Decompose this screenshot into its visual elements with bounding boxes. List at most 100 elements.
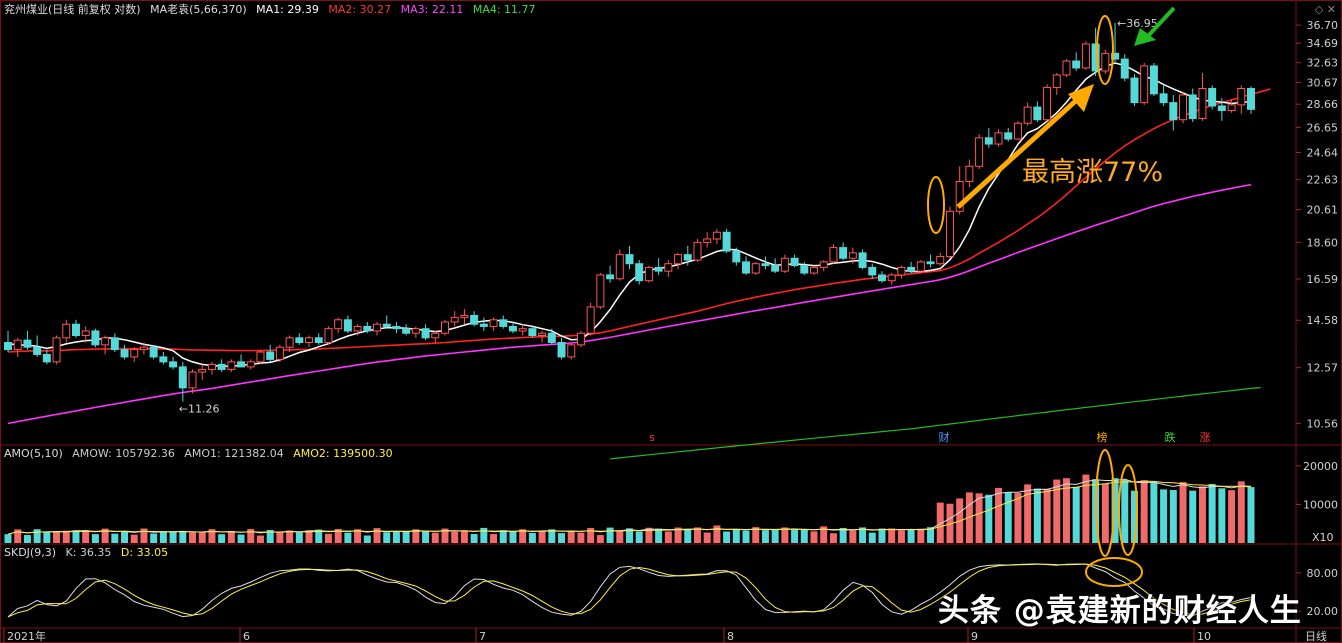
candle	[1198, 72, 1207, 121]
price-tick-label: 22.63	[1307, 174, 1339, 187]
amo-bar	[839, 527, 847, 543]
skdj-tick-label: 80.00	[1307, 567, 1339, 580]
candle-body	[800, 265, 809, 274]
candle-body	[674, 254, 683, 265]
candle	[1149, 63, 1158, 97]
watermark: 头条 @袁建新的财经人生	[938, 593, 1302, 629]
amo-bar	[829, 533, 837, 543]
candle	[1120, 54, 1129, 82]
amo-tick-label: 10000	[1303, 498, 1338, 511]
amo-bar	[441, 528, 449, 543]
ma4-readout: MA4: 11.77	[472, 3, 536, 16]
candle-body	[169, 361, 178, 368]
candle-body	[557, 341, 566, 358]
candle-body	[994, 132, 1003, 145]
candle	[771, 258, 780, 274]
candle-body	[625, 254, 634, 265]
candle	[324, 326, 333, 345]
candle	[567, 342, 576, 360]
x-tick-label: 7	[479, 630, 486, 643]
candle	[411, 326, 420, 338]
candle	[674, 252, 683, 270]
amo-bar	[1014, 493, 1022, 543]
amo-bar	[1072, 486, 1080, 543]
candle	[810, 265, 819, 275]
low-price-label: ←11.26	[179, 403, 220, 416]
candle-body	[1179, 94, 1188, 121]
amo1-readout: AMO1: 121382.04	[184, 447, 284, 460]
highlight-ellipse	[1096, 15, 1114, 85]
amo-bar	[1004, 492, 1012, 543]
highlight-ellipse	[1095, 449, 1115, 557]
amo-title: AMO(5,10)	[4, 447, 63, 460]
candle-body	[819, 261, 828, 268]
amo-bar	[927, 527, 935, 543]
amo-bar	[480, 527, 488, 543]
amo-bar	[247, 529, 255, 543]
candle	[780, 254, 789, 274]
candle-body	[1023, 106, 1032, 124]
candle	[654, 258, 663, 275]
candle-body	[887, 274, 896, 282]
candle	[178, 361, 187, 402]
high-price-label: ←36.95	[1117, 17, 1158, 30]
candle	[596, 273, 605, 310]
x-tick-label: 2021年	[7, 629, 46, 643]
price-tick-label: 12.57	[1307, 362, 1339, 375]
candle-body	[858, 252, 867, 268]
candle-body	[52, 337, 61, 363]
candle	[1111, 22, 1120, 64]
amo-bar	[43, 531, 51, 543]
amo-bar	[664, 531, 672, 543]
candle-body	[275, 346, 284, 360]
amo-bar	[1024, 484, 1032, 543]
amo-bar	[82, 529, 90, 543]
candle	[314, 333, 323, 345]
candle-body	[848, 252, 857, 259]
amo-bar	[655, 528, 663, 543]
candle	[1062, 59, 1071, 78]
amo-bar	[907, 529, 915, 543]
ma3-readout: MA3: 22.11	[400, 3, 464, 16]
x-tick-label: 9	[971, 630, 978, 643]
candle	[557, 337, 566, 360]
highlight-ellipse	[1118, 464, 1138, 556]
skdj-d-line	[7, 563, 1252, 618]
candle	[1237, 85, 1246, 114]
close-icon[interactable]: ✕	[1326, 3, 1336, 16]
candle-body	[518, 328, 527, 332]
amo-bar	[305, 530, 313, 543]
amo-bar	[1247, 487, 1255, 543]
candle-body	[868, 266, 877, 276]
candle	[926, 254, 935, 268]
candle-body	[975, 137, 984, 167]
candle	[450, 311, 459, 327]
candle	[1101, 49, 1110, 74]
event-marker: 榜	[1097, 430, 1108, 444]
candle	[994, 129, 1003, 147]
diamond-icon[interactable]: ◇	[1314, 3, 1324, 16]
amo-bar	[519, 529, 527, 543]
candle	[421, 324, 430, 341]
k-readout: K: 36.35	[65, 546, 112, 559]
ma1-readout: MA1: 29.39	[256, 3, 319, 16]
candle-body	[178, 366, 187, 389]
candle-body	[897, 266, 906, 276]
amo-bar	[684, 529, 692, 543]
candle	[13, 337, 22, 357]
amo-bar	[985, 494, 993, 543]
price-tick-label: 16.59	[1307, 273, 1339, 286]
x-tick-label: 10	[1197, 630, 1211, 643]
panel-controls[interactable]: ◇ ✕	[1315, 3, 1336, 16]
period-label: 日线	[1305, 629, 1327, 643]
candle	[207, 361, 216, 375]
candle	[52, 335, 61, 365]
candle-body	[1159, 93, 1168, 104]
amo-bar	[713, 525, 721, 543]
candle-body	[829, 247, 838, 263]
candle	[518, 324, 527, 336]
candle	[538, 330, 547, 343]
amo-bar	[159, 531, 167, 543]
amo-bar	[703, 532, 711, 543]
amo-bar	[4, 534, 12, 543]
